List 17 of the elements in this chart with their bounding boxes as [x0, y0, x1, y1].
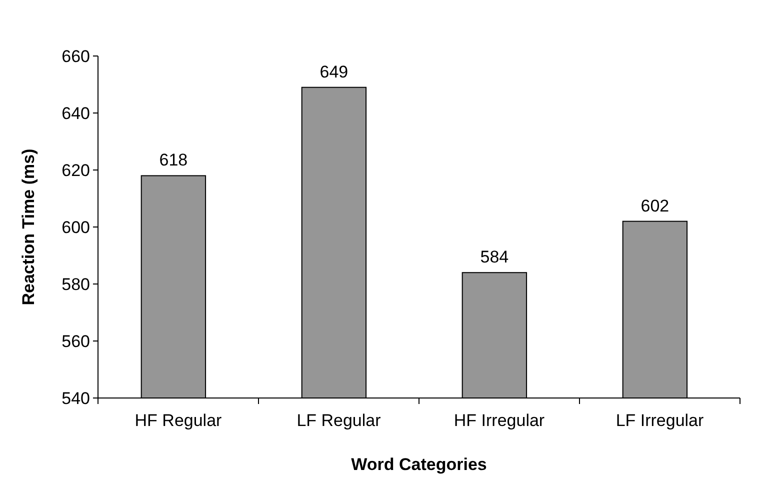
data-label: 584 — [480, 248, 509, 267]
y-tick-label: 600 — [62, 218, 90, 237]
y-tick-label: 580 — [62, 274, 90, 294]
y-tick-label: 660 — [62, 46, 90, 66]
data-label: 649 — [320, 62, 348, 82]
y-tick-label: 620 — [62, 160, 90, 180]
y-tick-label: 540 — [62, 388, 90, 408]
y-tick-label: 560 — [62, 332, 90, 351]
data-label: 602 — [640, 196, 670, 216]
data-label: 618 — [159, 150, 188, 170]
x-tick-label: HF Irregular — [454, 411, 545, 430]
x-tick-label: LF Irregular — [616, 411, 704, 430]
y-tick-label: 640 — [62, 104, 90, 123]
x-tick-label: LF Regular — [296, 411, 382, 430]
y-axis-title: Reaction Time (ms) — [19, 148, 38, 306]
x-tick-label: HF Regular — [134, 411, 222, 430]
x-axis-title: Word Categories — [351, 455, 487, 474]
